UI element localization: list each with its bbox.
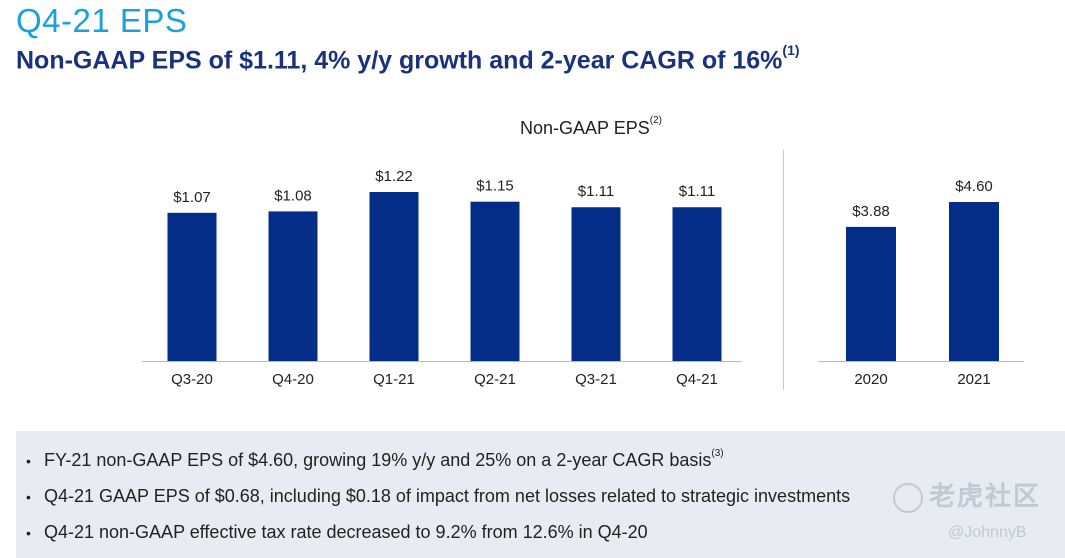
chart-title-text: Non-GAAP EPS xyxy=(520,118,650,138)
bar xyxy=(470,201,520,361)
bar xyxy=(672,207,722,361)
bullet: • xyxy=(26,489,31,505)
chart-title-footnote: (2) xyxy=(649,115,662,126)
subtitle-footnote: (1) xyxy=(782,42,800,58)
x-tick-label: 2021 xyxy=(957,371,990,388)
x-tick-label: Q2-21 xyxy=(474,371,516,388)
x-tick-label: 2020 xyxy=(854,371,887,388)
bar xyxy=(268,211,318,361)
notes-list: • FY-21 non-GAAP EPS of $4.60, growing 19… xyxy=(16,431,1065,549)
eps-chart: $1.07 Q3-20 $1.08 Q4-20 $1.22 Q1-21 $1.15 Q2-21… xyxy=(142,150,1024,390)
watermark: 老虎社区 xyxy=(893,476,1042,514)
bar xyxy=(167,212,217,361)
data-label: $1.08 xyxy=(274,187,312,204)
bullet: • xyxy=(26,525,31,541)
watermark-text: 老虎社区 xyxy=(929,481,1042,511)
data-label: $1.22 xyxy=(375,168,413,185)
page-title: Q4-21 EPS xyxy=(16,2,188,39)
bar xyxy=(846,226,896,361)
data-label: $1.07 xyxy=(173,189,211,206)
bar xyxy=(571,207,621,361)
note-item: • Q4-21 non-GAAP effective tax rate decre… xyxy=(26,513,1065,549)
page-subtitle: Non-GAAP EPS of $1.11, 4% y/y growth and… xyxy=(16,42,800,75)
chart-title: Non-GAAP EPS(2) xyxy=(520,115,662,139)
x-tick-label: Q1-21 xyxy=(373,371,415,388)
x-tick-label: Q3-20 xyxy=(171,371,213,388)
note-item: • FY-21 non-GAAP EPS of $4.60, growing 19… xyxy=(26,441,1065,477)
data-label: $1.11 xyxy=(578,183,614,200)
data-label: $4.60 xyxy=(955,178,993,195)
x-tick-label: Q4-21 xyxy=(676,371,718,388)
data-label: $3.88 xyxy=(852,203,890,220)
bar xyxy=(949,202,999,361)
watermark-handle: @JohnnyB xyxy=(948,524,1027,541)
notes-panel: • FY-21 non-GAAP EPS of $4.60, growing 19… xyxy=(16,431,1065,558)
x-tick-label: Q3-21 xyxy=(575,371,617,388)
note-text: Q4-21 GAAP EPS of $0.68, including $0.18… xyxy=(44,486,851,506)
note-text: Q4-21 non-GAAP effective tax rate decrea… xyxy=(44,522,648,542)
note-text: FY-21 non-GAAP EPS of $4.60, growing 19%… xyxy=(44,450,712,470)
x-tick-label: Q4-20 xyxy=(272,371,314,388)
note-footnote: (3) xyxy=(711,448,724,459)
bullet: • xyxy=(26,453,31,469)
watermark-logo-icon xyxy=(893,483,923,514)
subtitle-text: Non-GAAP EPS of $1.11, 4% y/y growth and… xyxy=(16,46,783,75)
data-label: $1.15 xyxy=(476,178,514,195)
bar xyxy=(369,192,419,361)
data-label: $1.11 xyxy=(679,183,715,200)
note-item: • Q4-21 GAAP EPS of $0.68, including $0.1… xyxy=(26,477,1065,513)
